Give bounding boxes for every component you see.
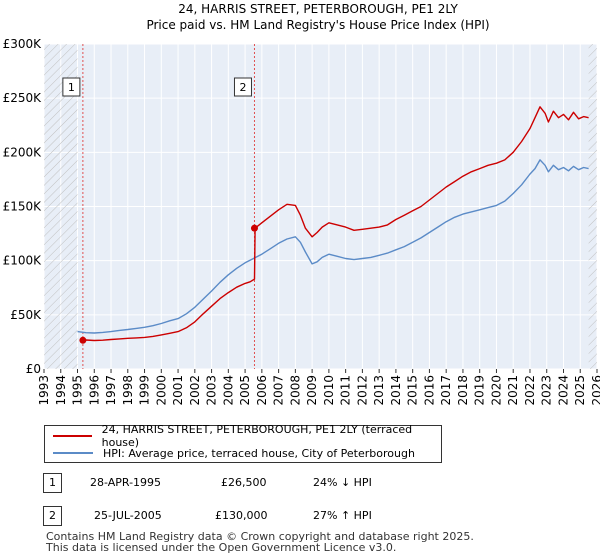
- x-tick-label: 2026: [590, 375, 600, 406]
- y-tick-label: £200K: [3, 145, 43, 159]
- hatch-before-data: [44, 44, 78, 369]
- sale-points: [79, 224, 258, 344]
- x-tick-label: 2001: [171, 375, 185, 406]
- transaction-date-2: 25-JUL-2005: [94, 509, 162, 522]
- legend-swatch-hpi: [53, 452, 93, 454]
- x-tick-label: 2021: [506, 375, 520, 406]
- x-tick-label: 1998: [121, 375, 135, 406]
- x-tick-label: 2011: [339, 375, 353, 406]
- x-tick-label: 2018: [456, 375, 470, 406]
- chart-badge-1: 1: [62, 77, 81, 97]
- chart-title: 24, HARRIS STREET, PETERBOROUGH, PE1 2LY: [178, 2, 458, 16]
- x-tick-label: 2013: [372, 375, 386, 406]
- series-line-hpi: [77, 159, 589, 334]
- y-tick-label: £0: [26, 362, 41, 376]
- chart-badge-2: 2: [233, 77, 252, 97]
- x-tick-label: 2010: [322, 375, 336, 406]
- y-tick-label: £250K: [3, 91, 43, 105]
- x-tick-label: 2014: [389, 375, 403, 406]
- transaction-hpi-1: 24% ↓ HPI: [313, 476, 372, 489]
- x-tick-label: 1995: [71, 375, 85, 406]
- footer-line-1: Contains HM Land Registry data © Crown c…: [46, 530, 474, 543]
- x-tick-label: 1994: [54, 375, 68, 406]
- x-tick-label: 2020: [489, 375, 503, 406]
- y-tick-label: £150K: [3, 200, 43, 214]
- x-axis: 1993 1994 1995 1996 1997 1998 1999 2000 2001 2002…: [37, 369, 600, 406]
- hatched-regions: [44, 44, 597, 369]
- sale-point-1: [79, 336, 87, 344]
- x-tick-label: 2004: [221, 375, 235, 406]
- x-tick-label: 2023: [540, 375, 554, 406]
- y-tick-label: £100K: [3, 254, 43, 268]
- y-axis: £0 £50K £100K £150K £200K £250K £300K: [3, 37, 43, 376]
- x-tick-label: 2016: [422, 375, 436, 406]
- transaction-badge-2: 2: [43, 506, 62, 526]
- transaction-price-1: £26,500: [221, 476, 267, 489]
- legend-label-property: 24, HARRIS STREET, PETERBOROUGH, PE1 2LY…: [101, 423, 413, 449]
- legend-label-hpi: HPI: Average price, terraced house, City…: [103, 446, 415, 460]
- transaction-date-1: 28-APR-1995: [90, 476, 162, 489]
- chart-badge-label: 2: [239, 81, 246, 94]
- x-tick-label: 2005: [238, 375, 252, 406]
- x-tick-label: 2007: [272, 375, 286, 406]
- x-tick-label: 1997: [104, 375, 118, 406]
- x-tick-label: 1999: [138, 375, 152, 406]
- series-line-property: [82, 106, 589, 342]
- legend-swatch-property: [53, 435, 92, 437]
- x-tick-label: 1993: [37, 375, 51, 406]
- transaction-hpi-2: 27% ↑ HPI: [313, 509, 372, 522]
- y-tick-label: £300K: [3, 37, 43, 51]
- y-tick-label: £50K: [10, 308, 42, 322]
- series-lines: [77, 106, 589, 342]
- footer-line-2: This data is licensed under the Open Gov…: [46, 541, 397, 554]
- hatch-future: [588, 44, 597, 369]
- legend: 24, HARRIS STREET, PETERBOROUGH, PE1 2LY…: [44, 423, 442, 463]
- x-tick-label: 2017: [439, 375, 453, 406]
- x-tick-label: 2006: [255, 375, 269, 406]
- legend-item-property: 24, HARRIS STREET, PETERBOROUGH, PE1 2LY…: [53, 423, 441, 449]
- chart-subtitle: Price paid vs. HM Land Registry's House …: [146, 18, 489, 32]
- x-tick-label: 2022: [523, 375, 537, 406]
- x-tick-label: 2000: [154, 375, 168, 406]
- transaction-badge-1: 1: [43, 473, 62, 493]
- x-tick-label: 2015: [406, 375, 420, 406]
- x-tick-label: 2003: [205, 375, 219, 406]
- legend-item-hpi: HPI: Average price, terraced house, City…: [53, 445, 415, 461]
- footer: Contains HM Land Registry data © Crown c…: [46, 531, 474, 553]
- x-tick-label: 2008: [288, 375, 302, 406]
- chart: 24, HARRIS STREET, PETERBOROUGH, PE1 2LY…: [3, 2, 600, 406]
- x-tick-label: 2024: [556, 375, 570, 406]
- sale-point-2: [250, 224, 258, 232]
- x-tick-label: 2025: [573, 375, 587, 406]
- x-tick-label: 2019: [473, 375, 487, 406]
- x-tick-label: 2012: [355, 375, 369, 406]
- chart-badge-label: 1: [68, 81, 75, 94]
- x-tick-label: 1996: [87, 375, 101, 406]
- chart-badge-box: [62, 77, 81, 97]
- x-tick-label: 2009: [305, 375, 319, 406]
- transaction-price-2: £130,000: [215, 509, 268, 522]
- chart-badge-box: [233, 77, 252, 97]
- x-tick-label: 2002: [188, 375, 202, 406]
